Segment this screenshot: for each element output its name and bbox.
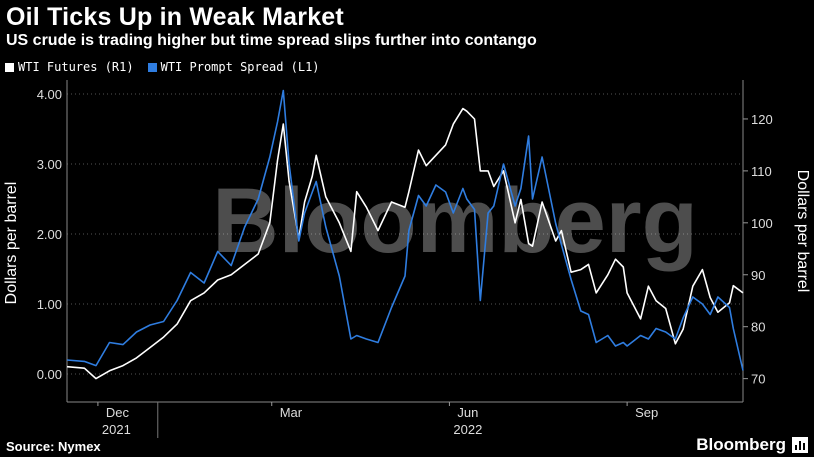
legend-swatch-wti-futures xyxy=(5,62,14,72)
left-tick-label: 3.00 xyxy=(37,157,62,172)
right-tick-label: 90 xyxy=(751,268,765,283)
right-tick-label: 110 xyxy=(751,164,772,179)
x-tick-label: Mar xyxy=(280,405,303,420)
x-tick-label: Jun xyxy=(457,405,478,420)
x-year-label: 2022 xyxy=(453,422,482,437)
left-tick-label: 4.00 xyxy=(37,87,62,102)
series-lines xyxy=(66,89,744,380)
gridlines xyxy=(67,93,743,375)
left-tick-label: 0.00 xyxy=(37,367,62,382)
left-tick-label: 1.00 xyxy=(37,297,62,312)
source-note: Source: Nymex xyxy=(6,439,101,454)
x-year-label: 2021 xyxy=(102,422,131,437)
legend-swatch-wti-spread xyxy=(147,62,157,72)
left-axis-title: Dollars per barrel xyxy=(3,182,20,305)
x-tick-label: Sep xyxy=(635,405,658,420)
right-axis-title: Dollars per barrel xyxy=(794,170,811,293)
right-tick-label: 80 xyxy=(751,320,765,335)
chart-subtitle: US crude is trading higher but time spre… xyxy=(6,32,537,49)
x-tick-label: Dec xyxy=(106,405,130,420)
legend: WTI Futures (R1) WTI Prompt Spread (L1) xyxy=(5,60,320,74)
bloomberg-watermark: Bloomberg xyxy=(212,170,698,272)
bloomberg-logo: Bloomberg xyxy=(696,435,786,454)
legend-item-wti-spread: WTI Prompt Spread (L1) xyxy=(147,60,320,74)
bar-chart-icon xyxy=(792,437,808,453)
legend-item-wti-futures: WTI Futures (R1) xyxy=(5,60,134,74)
legend-label-wti-futures: WTI Futures (R1) xyxy=(18,60,134,74)
right-tick-label: 70 xyxy=(751,372,765,387)
legend-label-wti-spread: WTI Prompt Spread (L1) xyxy=(160,60,320,74)
watermark: Bloomberg xyxy=(212,170,698,272)
right-tick-label: 120 xyxy=(751,112,773,127)
axes: 0.00 1.00 2.00 3.00 4.00 70 80 90 100 110 120 Dolla… xyxy=(3,80,811,438)
chart-title: Oil Ticks Up in Weak Market xyxy=(6,3,344,31)
wti-spread-line xyxy=(66,89,744,371)
wti-futures-line xyxy=(66,107,744,380)
right-tick-label: 100 xyxy=(751,216,773,231)
left-tick-label: 2.00 xyxy=(37,227,62,242)
